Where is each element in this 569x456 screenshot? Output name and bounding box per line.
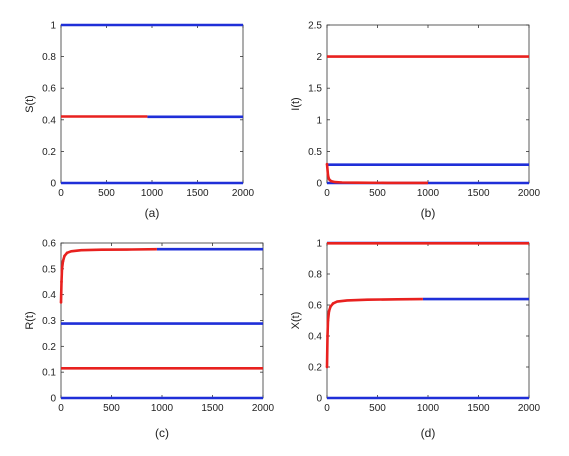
y-tick-label: 0.1 <box>42 368 56 379</box>
series-point-red <box>329 305 332 308</box>
panel-caption: (b) <box>421 206 436 220</box>
x-tick-label: 2000 <box>518 403 541 414</box>
series-point-red <box>326 334 329 338</box>
y-tick-label: 1.5 <box>308 84 322 95</box>
series-point-red <box>60 267 64 271</box>
y-tick-label: 0 <box>316 179 322 190</box>
x-tick-label: 0 <box>58 188 64 199</box>
x-tick-label: 2000 <box>252 403 275 414</box>
panel-d: 0 500 1000 1500 2000 0 0.2 0.4 0.6 0.8 1 X(t) (d) <box>290 239 541 441</box>
x-tick-label: 1500 <box>467 188 490 199</box>
panel-c: 0 500 1000 1500 2000 0 0.1 0.2 0.3 0.4 0.5 0.6 R(t) (… <box>24 239 275 441</box>
y-axis-label: X(t) <box>290 312 302 330</box>
y-tick-label: 0.4 <box>42 290 56 301</box>
x-tick-label: 1500 <box>467 403 490 414</box>
series-point-red <box>326 319 330 322</box>
y-tick-label: 0.5 <box>308 147 322 158</box>
x-tick-label: 2000 <box>518 188 541 199</box>
y-tick-label: 0.8 <box>308 270 322 281</box>
y-tick-label: 0.6 <box>42 239 56 250</box>
panel-caption: (a) <box>145 206 160 220</box>
x-tick-label: 0 <box>324 188 330 199</box>
y-tick-label: 2 <box>316 52 322 63</box>
y-tick-label: 0.2 <box>42 147 56 158</box>
y-tick-label: 0 <box>50 179 56 190</box>
series-point-red <box>65 251 69 255</box>
y-tick-label: 0.2 <box>308 363 322 374</box>
y-tick-label: 0 <box>316 394 322 405</box>
x-tick-label: 2000 <box>232 188 255 199</box>
series-point-red <box>327 309 331 313</box>
x-tick-label: 500 <box>103 403 120 414</box>
series-point-red <box>63 254 66 258</box>
panel-b: 0 500 1000 1500 2000 0 0.5 1 1.5 2 2.5 I(t) (b) <box>290 21 541 221</box>
y-tick-label: 2.5 <box>308 21 322 32</box>
x-tick-label: 1500 <box>201 403 224 414</box>
series-point-red <box>325 162 329 166</box>
y-tick-label: 0.8 <box>42 52 56 63</box>
x-tick-label: 500 <box>369 188 386 199</box>
y-axis-label: I(t) <box>290 97 302 110</box>
panel-caption: (c) <box>155 426 169 440</box>
series-point-red <box>59 301 63 304</box>
series-point-red <box>61 259 65 263</box>
x-tick-label: 1000 <box>141 188 164 199</box>
x-tick-label: 1000 <box>151 403 174 414</box>
y-tick-label: 0.4 <box>42 115 56 126</box>
y-tick-label: 0.6 <box>308 301 322 312</box>
y-axis-label: S(t) <box>24 95 36 113</box>
panel-caption: (d) <box>421 426 436 440</box>
series-point-red <box>329 179 333 183</box>
y-tick-label: 0.5 <box>42 264 56 275</box>
x-tick-label: 500 <box>98 188 115 199</box>
x-tick-label: 0 <box>58 403 64 414</box>
series-point-red <box>327 177 331 181</box>
x-tick-label: 0 <box>324 403 330 414</box>
y-tick-label: 1 <box>50 21 56 32</box>
x-tick-label: 1000 <box>417 403 440 414</box>
series-point-red <box>325 365 329 369</box>
x-tick-label: 1000 <box>417 188 440 199</box>
series-point-red <box>60 280 63 284</box>
x-tick-label: 1500 <box>186 188 209 199</box>
y-tick-label: 0.6 <box>42 84 56 95</box>
series-point-red <box>326 174 330 177</box>
y-tick-label: 0.2 <box>42 342 56 353</box>
y-tick-label: 1 <box>316 239 322 250</box>
y-tick-label: 0.4 <box>308 332 322 343</box>
y-tick-label: 1 <box>316 115 322 126</box>
y-tick-label: 0 <box>50 394 56 405</box>
y-axis-label: R(t) <box>24 311 36 329</box>
panel-a: 0 500 1000 1500 2000 0 0.2 0.4 0.6 0.8 1 S(t) (a) <box>24 21 255 221</box>
x-tick-label: 500 <box>369 403 386 414</box>
series-point-red <box>331 302 335 305</box>
y-tick-label: 0.3 <box>42 316 56 327</box>
